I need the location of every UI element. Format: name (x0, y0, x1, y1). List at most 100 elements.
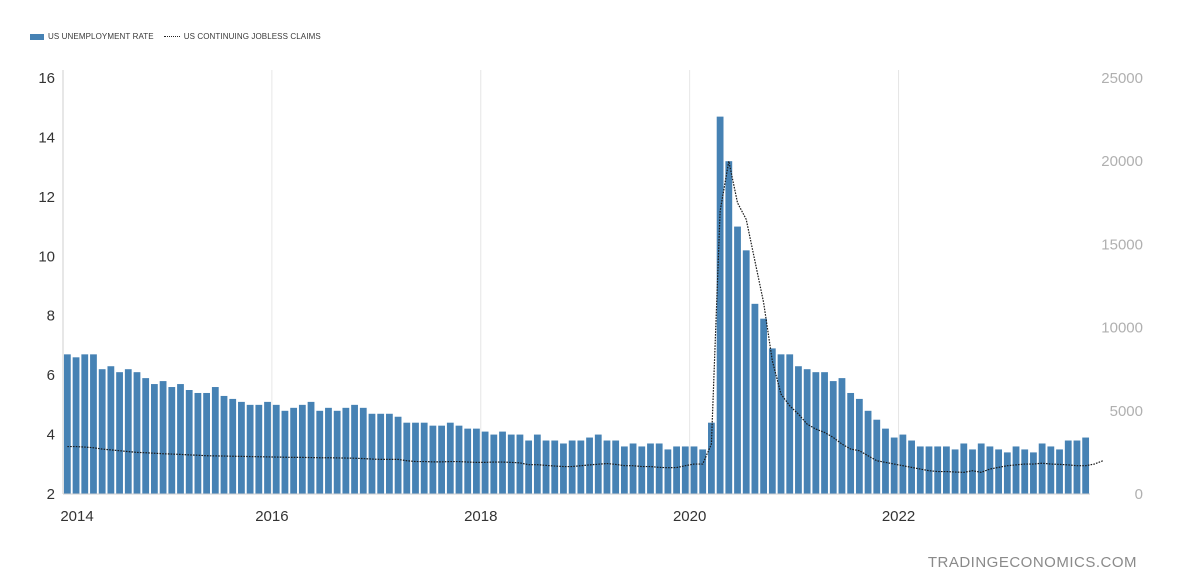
bar-107 (995, 449, 1003, 494)
legend-label-unemployment-rate: US UNEMPLOYMENT RATE (48, 32, 154, 41)
bar-37 (385, 413, 393, 494)
left-tick-8: 8 (47, 308, 55, 325)
right-tick-0: 0 (1135, 486, 1143, 503)
left-tick-10: 10 (38, 248, 55, 265)
bar-93 (873, 419, 881, 494)
bar-88 (829, 381, 837, 494)
bar-63 (612, 440, 620, 494)
bar-43 (438, 425, 445, 494)
bar-74 (708, 422, 715, 494)
bar-8 (133, 372, 141, 494)
left-tick-12: 12 (38, 189, 55, 206)
claims-line (67, 161, 1104, 473)
bar-10 (150, 384, 158, 494)
x-axis-ticks: 2014 2016 2018 2020 2022 (60, 508, 915, 525)
x-tick-2014: 2014 (60, 508, 93, 525)
bar-106 (986, 446, 994, 494)
legend-bar-swatch-icon (30, 33, 44, 40)
bar-23 (264, 401, 271, 494)
bar-116 (1073, 440, 1081, 494)
bar-34 (359, 407, 367, 494)
bar-55 (542, 440, 550, 494)
left-tick-2: 2 (47, 486, 55, 503)
bar-92 (864, 410, 872, 494)
bar-82 (777, 354, 785, 494)
bar-32 (342, 407, 350, 494)
bar-25 (281, 410, 289, 494)
right-tick-20000: 20000 (1101, 153, 1143, 170)
bar-101 (942, 446, 950, 494)
bar-22 (255, 404, 263, 494)
bar-73 (699, 449, 707, 494)
bar-33 (351, 404, 358, 494)
bar-26 (290, 407, 298, 494)
bar-83 (786, 354, 794, 494)
bar-89 (838, 378, 846, 494)
bar-27 (298, 404, 306, 494)
left-tick-6: 6 (47, 367, 55, 384)
bar-111 (1030, 452, 1037, 494)
bar-66 (638, 446, 646, 494)
left-tick-14: 14 (38, 129, 55, 146)
bar-84 (795, 366, 802, 494)
bar-38 (394, 416, 402, 494)
bar-5 (107, 366, 115, 494)
bar-13 (177, 384, 184, 494)
bar-98 (916, 446, 924, 494)
bar-110 (1021, 449, 1029, 494)
bar-14 (185, 390, 193, 494)
bar-0 (63, 354, 71, 494)
bar-114 (1056, 449, 1063, 494)
legend-item-continuing-claims[interactable]: US CONTINUING JOBLESS CLAIMS (163, 32, 321, 41)
bar-68 (655, 443, 663, 494)
bar-42 (429, 425, 437, 494)
bar-72 (690, 446, 698, 494)
bar-52 (516, 434, 524, 494)
axis-lines (62, 70, 1090, 495)
bar-45 (455, 425, 463, 494)
bar-103 (960, 443, 968, 494)
bar-29 (316, 410, 324, 494)
bar-115 (1064, 440, 1072, 494)
bar-46 (464, 428, 472, 494)
bar-6 (116, 372, 123, 494)
bar-96 (899, 434, 907, 494)
bar-80 (760, 318, 768, 494)
bar-90 (847, 392, 855, 494)
bar-67 (647, 443, 654, 494)
bar-85 (803, 369, 811, 494)
bar-62 (603, 440, 611, 494)
bar-31 (333, 410, 341, 494)
bar-70 (673, 446, 680, 494)
bar-79 (751, 303, 759, 494)
bar-76 (725, 161, 733, 494)
left-tick-16: 16 (38, 70, 55, 87)
right-tick-25000: 25000 (1101, 70, 1143, 87)
bar-99 (925, 446, 933, 494)
bar-35 (368, 413, 376, 494)
bar-49 (490, 434, 498, 494)
bar-58 (568, 440, 576, 494)
right-tick-15000: 15000 (1101, 236, 1143, 253)
bar-61 (594, 434, 602, 494)
bar-16 (203, 392, 211, 494)
left-axis-ticks: 2 4 6 8 10 12 14 16 (38, 70, 55, 503)
bar-19 (229, 398, 237, 494)
bar-51 (507, 434, 515, 494)
bar-2 (81, 354, 89, 494)
bar-81 (768, 348, 776, 494)
bar-95 (890, 437, 898, 494)
bar-12 (168, 387, 176, 494)
x-tick-2020: 2020 (673, 508, 706, 525)
legend-item-unemployment-rate[interactable]: US UNEMPLOYMENT RATE (30, 32, 154, 41)
bar-57 (560, 443, 567, 494)
x-tick-2016: 2016 (255, 508, 288, 525)
legend-line-swatch-icon (163, 36, 180, 37)
bar-3 (90, 354, 97, 494)
bar-17 (211, 387, 219, 494)
bar-94 (882, 428, 889, 494)
bar-109 (1012, 446, 1020, 494)
bar-108 (1003, 452, 1011, 494)
bar-9 (142, 378, 150, 494)
